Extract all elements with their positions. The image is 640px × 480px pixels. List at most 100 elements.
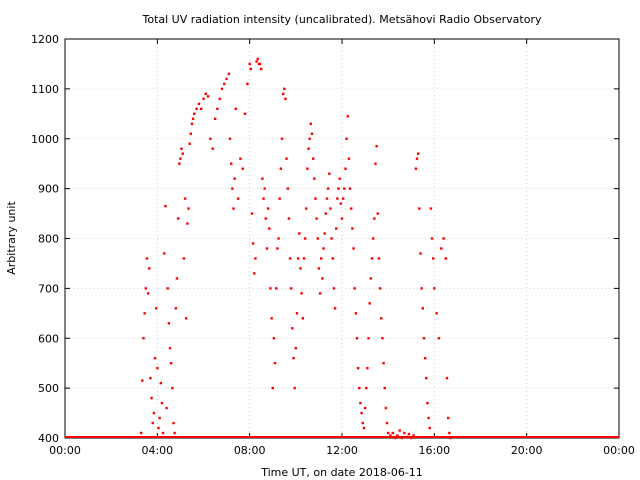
data-point bbox=[350, 207, 353, 210]
data-point bbox=[381, 337, 384, 340]
data-point bbox=[309, 122, 313, 125]
data-point bbox=[183, 197, 187, 200]
data-point bbox=[322, 247, 325, 250]
data-point bbox=[363, 406, 367, 410]
data-point bbox=[316, 237, 319, 240]
data-point bbox=[448, 431, 451, 435]
data-point bbox=[371, 237, 375, 240]
data-point bbox=[422, 337, 426, 340]
data-point bbox=[181, 152, 184, 155]
data-point bbox=[293, 386, 296, 390]
data-point bbox=[311, 157, 315, 160]
data-point bbox=[268, 227, 271, 230]
data-point bbox=[298, 232, 301, 235]
data-point bbox=[202, 97, 205, 101]
data-point bbox=[367, 337, 370, 340]
data-point bbox=[223, 82, 226, 86]
data-point bbox=[449, 436, 452, 440]
data-point bbox=[393, 436, 397, 440]
data-point bbox=[180, 147, 183, 150]
data-point bbox=[294, 347, 298, 350]
data-point bbox=[281, 92, 285, 96]
data-point bbox=[323, 232, 326, 235]
data-point bbox=[426, 401, 429, 405]
data-point bbox=[362, 426, 366, 430]
data-point bbox=[358, 386, 361, 390]
data-point bbox=[324, 212, 328, 215]
y-tick-label: 400 bbox=[38, 432, 59, 445]
data-point bbox=[139, 431, 143, 435]
y-tick-label: 700 bbox=[38, 282, 59, 295]
data-point bbox=[144, 287, 147, 290]
data-point bbox=[353, 287, 356, 290]
data-point bbox=[320, 257, 323, 260]
data-point bbox=[277, 237, 280, 240]
data-point bbox=[440, 247, 443, 250]
data-point bbox=[373, 217, 376, 220]
data-point bbox=[199, 107, 203, 111]
data-point bbox=[343, 187, 346, 190]
data-point bbox=[152, 411, 156, 415]
x-tick-label: 08:00 bbox=[234, 444, 266, 457]
data-point bbox=[195, 107, 198, 111]
data-point bbox=[295, 312, 299, 315]
data-point bbox=[356, 366, 360, 370]
data-point bbox=[167, 322, 171, 325]
data-point bbox=[310, 132, 314, 135]
data-point bbox=[178, 162, 181, 165]
data-point bbox=[263, 187, 266, 190]
data-point bbox=[331, 257, 334, 260]
data-point bbox=[239, 157, 242, 160]
data-point bbox=[148, 267, 151, 270]
data-point bbox=[184, 317, 188, 320]
y-tick-labels: 400 500 600 700 800 900 1000 1100 1200 bbox=[31, 33, 59, 445]
data-point bbox=[146, 292, 150, 295]
data-point bbox=[341, 197, 345, 200]
data-point bbox=[160, 401, 164, 405]
data-point bbox=[251, 242, 255, 245]
data-point bbox=[340, 217, 344, 220]
data-point bbox=[359, 401, 362, 405]
data-point bbox=[429, 207, 433, 210]
data-point bbox=[307, 147, 310, 150]
data-point bbox=[179, 157, 182, 160]
data-point bbox=[380, 317, 383, 320]
data-point bbox=[370, 257, 374, 260]
data-point bbox=[361, 421, 364, 425]
data-point bbox=[427, 416, 430, 420]
data-point bbox=[197, 102, 201, 106]
y-axis-label: Arbitrary unit bbox=[5, 201, 18, 275]
data-point bbox=[430, 237, 434, 240]
data-point bbox=[302, 257, 306, 260]
data-point bbox=[261, 177, 264, 180]
data-point bbox=[416, 152, 420, 155]
data-point bbox=[211, 147, 214, 150]
data-point bbox=[431, 257, 435, 260]
x-tick-label: 00:00 bbox=[49, 444, 81, 457]
data-point bbox=[423, 357, 427, 360]
data-point bbox=[153, 357, 157, 360]
data-point bbox=[220, 87, 224, 91]
data-point bbox=[305, 207, 308, 210]
data-point bbox=[442, 237, 445, 240]
data-point bbox=[405, 435, 408, 439]
data-point bbox=[150, 396, 153, 400]
data-point bbox=[315, 217, 318, 220]
data-point bbox=[325, 197, 329, 200]
data-point bbox=[418, 207, 421, 210]
data-point bbox=[156, 366, 159, 370]
data-point bbox=[378, 287, 382, 290]
data-point bbox=[158, 416, 161, 420]
data-point bbox=[345, 137, 348, 140]
data-point bbox=[231, 187, 234, 190]
data-point bbox=[166, 287, 169, 290]
y-tick-label: 1100 bbox=[31, 83, 59, 96]
data-point bbox=[428, 426, 431, 430]
data-point bbox=[347, 157, 351, 160]
data-point bbox=[264, 217, 268, 220]
data-point bbox=[286, 187, 289, 190]
data-point bbox=[232, 207, 235, 210]
y-tick-label: 800 bbox=[38, 233, 59, 246]
data-point bbox=[433, 287, 436, 290]
data-point bbox=[330, 237, 333, 240]
